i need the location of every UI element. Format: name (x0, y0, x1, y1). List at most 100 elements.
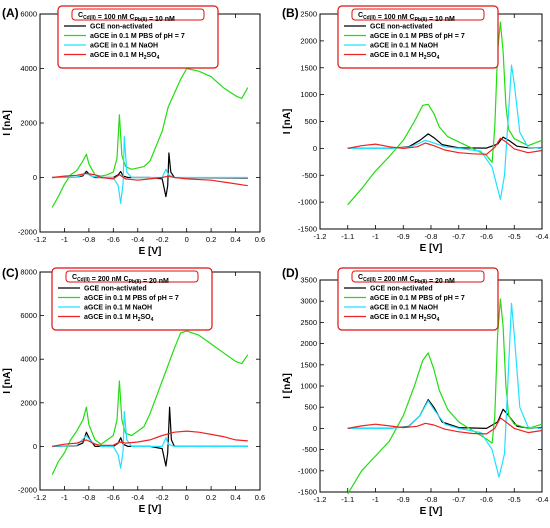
x-tick-label: 0.6 (255, 235, 265, 244)
series-line-pbs (347, 298, 543, 495)
x-tick-label: -1 (372, 495, 379, 504)
y-tick-label: 3500 (300, 276, 317, 285)
legend-label: GCE non-activated (84, 286, 147, 293)
x-tick-label: -0.4 (131, 235, 144, 244)
x-tick-label: 0 (185, 493, 189, 502)
x-axis-label: E [V] (420, 243, 443, 254)
x-tick-label: -0.2 (156, 493, 169, 502)
x-tick-label: -1 (61, 493, 68, 502)
legend-label: aGCE in 0.1 M PBS of pH = 7 (370, 295, 465, 302)
x-tick-label: -0.6 (480, 495, 493, 504)
y-tick-label: 500 (304, 117, 317, 126)
x-tick-label: -0.4 (131, 493, 144, 502)
y-tick-label: 2000 (300, 339, 317, 348)
panel-d: -1.2 -1.1 -1 -0.9 -0.8 -0.7 -0.6 -0.5 -0.4 -1500 -… (282, 266, 548, 517)
series-line-pbs (51, 330, 249, 475)
series-line-h2so4 (52, 430, 248, 447)
legend-label: aGCE in 0.1 M PBS of pH = 7 (370, 33, 465, 40)
y-tick-label: -500 (302, 171, 317, 180)
series-line-naoh (52, 410, 248, 469)
x-tick-label: -0.9 (397, 495, 410, 504)
legend-label: aGCE in 0.1 M NaOH (90, 43, 158, 50)
y-tick-label: 6000 (20, 10, 37, 19)
legend-label: aGCE in 0.1 M PBS of pH = 7 (90, 33, 185, 40)
y-tick-label: -1000 (298, 466, 317, 475)
conditions-box (65, 270, 199, 283)
y-tick-label: 2000 (20, 398, 37, 407)
legend-box (337, 5, 499, 69)
x-tick-label: -1.2 (314, 495, 327, 504)
legend-label: GCE non-activated (90, 24, 153, 31)
y-tick-label: -1500 (298, 225, 317, 234)
y-tick-label: 0 (313, 424, 317, 433)
x-tick-label: -0.8 (82, 493, 95, 502)
conditions-text: CCd(II) = 100 nM CPb(II) = 10 nM (78, 12, 175, 23)
x-axis-label: E [V] (420, 506, 443, 517)
x-tick-label: 0 (185, 235, 189, 244)
y-tick-label: 2500 (300, 10, 317, 19)
panel-c: -1.2 -1 -0.8 -0.6 -0.4 -0.2 0 0.2 0.4 0.6 -2000 0 20… (2, 266, 265, 515)
series-line-pbs (51, 67, 249, 208)
x-tick-label: -1.2 (314, 232, 327, 241)
y-tick-label: 4000 (20, 64, 37, 73)
x-tick-label: -1.2 (34, 235, 47, 244)
legend-box (51, 267, 213, 331)
panel-b: -1.2 -1.1 -1 -0.9 -0.8 -0.7 -0.6 -0.5 -0.4 -1500 -… (282, 5, 549, 254)
y-tick-label: 500 (304, 403, 317, 412)
y-tick-label: -1500 (298, 488, 317, 497)
y-tick-label: 0 (313, 144, 317, 153)
x-tick-label: -0.8 (425, 232, 438, 241)
x-tick-label: 0.4 (230, 493, 240, 502)
conditions-box (351, 270, 485, 283)
series-line-h2so4 (347, 137, 543, 155)
x-tick-label: -0.4 (536, 495, 549, 504)
y-tick-label: 1000 (300, 382, 317, 391)
legend-label: aGCE in 0.1 M H2SO4 (370, 52, 440, 61)
y-tick-label: -500 (302, 445, 317, 454)
x-tick-label: -1 (372, 232, 379, 241)
legend-label: aGCE in 0.1 M PBS of pH = 7 (84, 295, 179, 302)
x-tick-label: 0.2 (206, 493, 216, 502)
y-tick-label: 4000 (20, 355, 37, 364)
x-tick-label: -1.1 (341, 232, 354, 241)
conditions-box (351, 8, 485, 21)
y-tick-label: 8000 (20, 268, 37, 277)
y-tick-label: 1500 (300, 63, 317, 72)
x-tick-label: -0.5 (508, 232, 521, 241)
conditions-text: CCd(II) = 200 nM CPb(II) = 20 nM (72, 274, 169, 285)
legend-label: aGCE in 0.1 M NaOH (84, 305, 152, 312)
x-tick-label: -0.8 (425, 495, 438, 504)
series-line-naoh (52, 136, 248, 204)
conditions-text: CCd(II) = 100 nM CPb(II) = 10 nM (358, 12, 455, 23)
x-tick-label: -1 (61, 235, 68, 244)
y-tick-label: 0 (33, 173, 37, 182)
legend-box (337, 267, 499, 331)
x-tick-label: -0.6 (480, 232, 493, 241)
legend-label: aGCE in 0.1 M NaOH (370, 305, 438, 312)
x-tick-label: -0.4 (536, 232, 549, 241)
y-tick-label: -1000 (298, 198, 317, 207)
panel-label: (A) (2, 6, 19, 20)
y-tick-label: 2500 (300, 318, 317, 327)
x-axis-label: E [V] (139, 246, 162, 257)
panel-a: -1.2 -1 -0.8 -0.6 -0.4 -0.2 0 0.2 0.4 0.6 -2000 0 20… (2, 5, 265, 257)
legend-label: aGCE in 0.1 M H2SO4 (90, 52, 160, 61)
legend-box (57, 5, 219, 69)
y-axis-label: I [nA] (2, 368, 13, 394)
x-tick-label: -0.8 (82, 235, 95, 244)
x-tick-label: -0.6 (107, 235, 120, 244)
y-tick-label: -2000 (18, 486, 37, 495)
panel-label: (D) (282, 266, 299, 280)
x-tick-label: 0.6 (255, 493, 265, 502)
y-tick-label: 1500 (300, 360, 317, 369)
legend-label: GCE non-activated (370, 24, 433, 31)
x-tick-label: -0.2 (156, 235, 169, 244)
y-axis-label: I [nA] (2, 110, 13, 136)
y-tick-label: 3000 (300, 297, 317, 306)
legend-label: GCE non-activated (370, 286, 433, 293)
x-tick-label: -0.5 (508, 495, 521, 504)
series-line-h2so4 (52, 172, 248, 187)
y-tick-label: 6000 (20, 311, 37, 320)
legend-label: aGCE in 0.1 M H2SO4 (84, 314, 154, 323)
